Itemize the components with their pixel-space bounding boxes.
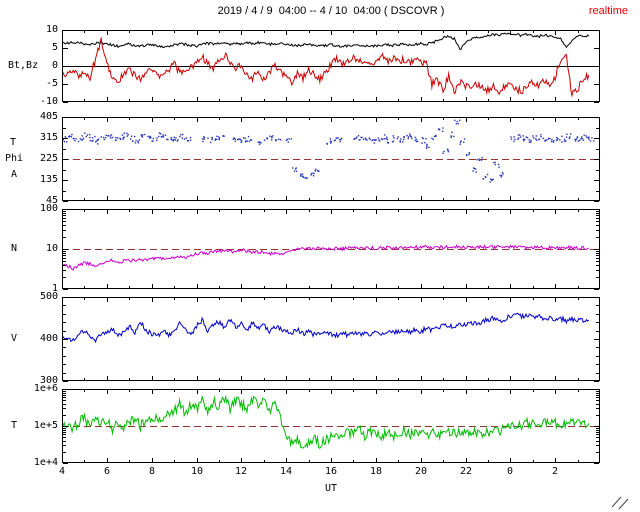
y-tick-label: -5 — [45, 78, 58, 89]
x-tick-label: 22 — [459, 466, 473, 477]
y-tick-label: 400 — [39, 333, 58, 344]
y-tick-label: 500 — [39, 291, 58, 302]
ylabel-phi: Phi — [5, 153, 24, 164]
y-tick-label: -10 — [39, 96, 58, 107]
y-tick-label: 1e+4 — [33, 457, 58, 468]
y-tick-label: 1 — [51, 283, 58, 294]
x-tick-label: 16 — [324, 466, 338, 477]
y-tick-label: 0 — [51, 60, 58, 71]
x-tick-label: 4 — [58, 466, 66, 477]
x-tick-label: 0 — [506, 466, 514, 477]
plot-title: 2019 / 4 / 9 04:00 -- 4 / 10 04:00 ( DSC… — [217, 5, 445, 17]
x-tick-label: 20 — [414, 466, 428, 477]
y-tick-label: 1e+5 — [33, 420, 58, 431]
x-tick-label: 18 — [369, 466, 383, 477]
x-tick-label: 10 — [190, 466, 204, 477]
y-tick-label: 100 — [39, 203, 58, 214]
x-tick-label: 2 — [551, 466, 559, 477]
x-tick-label: 12 — [234, 466, 248, 477]
ylabel-density: N — [11, 243, 18, 254]
ylabel-phi-bottom: A — [11, 169, 18, 180]
y-tick-label: 315 — [39, 132, 58, 143]
y-tick-label: 45 — [45, 195, 58, 206]
realtime-badge: realtime — [588, 5, 628, 17]
x-tick-label: 8 — [148, 466, 156, 477]
y-tick-label: 1e+6 — [33, 383, 58, 394]
ylabel-phi-top: T — [10, 137, 17, 148]
x-tick-label: 14 — [279, 466, 293, 477]
ylabel-speed: V — [11, 333, 18, 344]
y-tick-label: 10 — [45, 24, 58, 35]
y-tick-label: 135 — [39, 174, 58, 185]
y-tick-label: 405 — [39, 111, 58, 122]
y-tick-label: 10 — [45, 243, 58, 254]
ylabel-bt-bz: Bt,Bz — [8, 60, 39, 71]
y-tick-label: 300 — [39, 375, 58, 386]
x-tick-label: 6 — [103, 466, 111, 477]
ylabel-temperature: T — [11, 420, 18, 431]
x-axis-title: UT — [324, 483, 338, 494]
y-tick-label: 225 — [39, 153, 58, 164]
y-tick-label: 5 — [51, 42, 58, 53]
